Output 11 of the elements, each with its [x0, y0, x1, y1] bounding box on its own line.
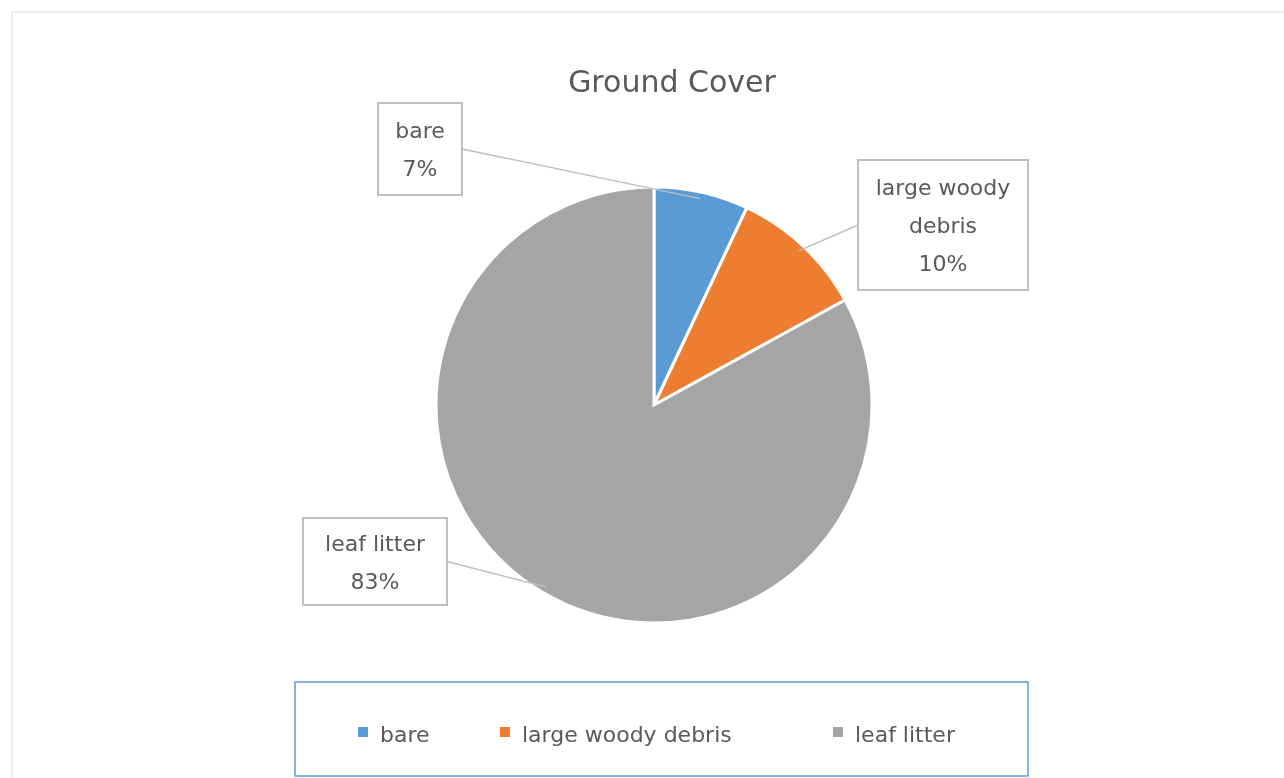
legend-label: bare — [380, 722, 430, 747]
legend-label: leaf litter — [855, 722, 956, 747]
data-label: 10% — [918, 251, 968, 276]
slice-label: large woody debris — [875, 175, 1011, 238]
data-label: 83% — [350, 568, 400, 594]
slice-label: leaf litter — [325, 530, 426, 556]
data-label: 7% — [402, 156, 438, 181]
slice-label: bare — [395, 118, 445, 143]
legend-label: large woody debris — [522, 722, 732, 747]
pie-slice — [434, 185, 874, 625]
chart-title: Ground Cover — [568, 64, 777, 99]
